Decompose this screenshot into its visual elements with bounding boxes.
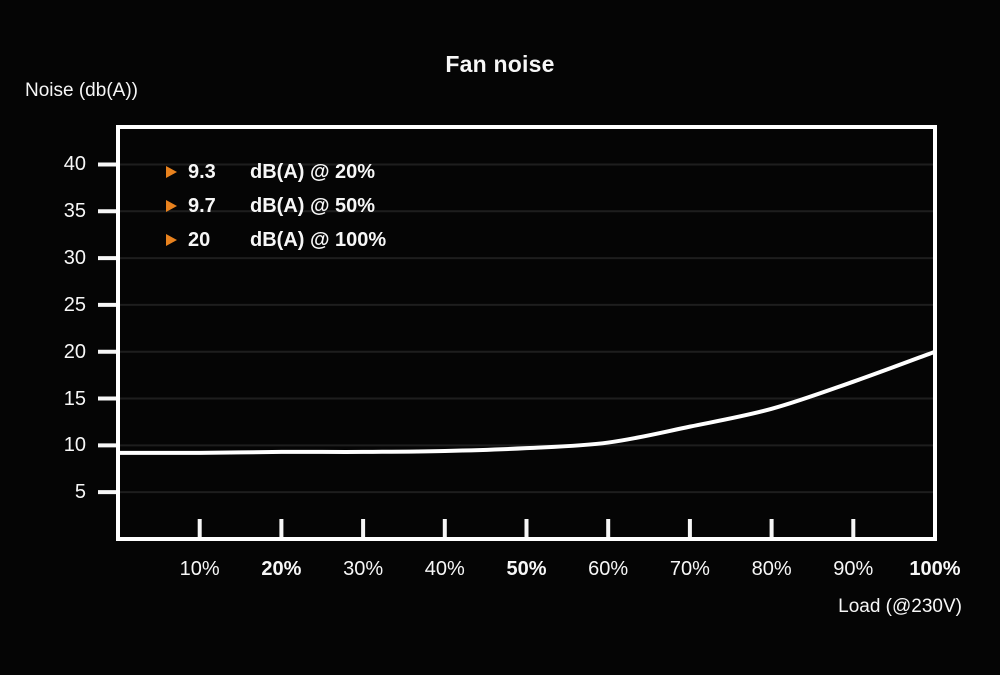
noise-curve (116, 349, 937, 455)
legend-value: 9.7 (188, 194, 216, 217)
x-tick-label: 30% (343, 558, 384, 580)
x-tick-label: 10% (179, 558, 220, 580)
legend: 9.3 dB(A) @ 20% 9.7 dB(A) @ 50% 20 dB(A)… (166, 160, 386, 262)
x-tick-label: 90% (833, 558, 874, 580)
y-tick-label: 25 (63, 293, 86, 316)
y-tick-label: 40 (63, 153, 86, 176)
legend-value: 20 (188, 228, 211, 251)
x-axis-title: Load (@230V) (838, 596, 962, 617)
legend-item: 9.3 dB(A) @ 20% (166, 160, 386, 184)
legend-value: 9.3 (188, 160, 216, 183)
x-tick-label: 60% (588, 558, 629, 580)
y-axis-title: Noise (db(A)) (25, 80, 138, 101)
y-tick-label: 20 (63, 340, 86, 363)
y-tick-label: 10 (63, 434, 86, 457)
x-tick-label: 70% (669, 558, 710, 580)
plot-border (116, 125, 937, 541)
x-tick-label: 40% (424, 558, 465, 580)
legend-text: dB(A) @ 50% (250, 194, 376, 217)
x-tick-label: 80% (751, 558, 792, 580)
y-tick-label: 15 (63, 387, 86, 410)
x-tick-label: 50% (506, 558, 547, 580)
legend-item: 9.7 dB(A) @ 50% (166, 194, 386, 218)
legend-text: dB(A) @ 100% (250, 228, 387, 251)
x-tick-label: 20% (261, 558, 302, 580)
legend-item: 20 dB(A) @ 100% (166, 228, 386, 252)
triangle-marker-icon (166, 200, 177, 212)
y-tick-label: 30 (63, 247, 86, 270)
triangle-marker-icon (166, 166, 177, 178)
triangle-marker-icon (166, 234, 177, 246)
y-tick-label: 35 (63, 200, 86, 223)
legend-text: dB(A) @ 20% (250, 160, 376, 183)
chart-title: Fan noise (445, 51, 555, 77)
x-tick-label: 100% (909, 558, 961, 580)
y-tick-label: 5 (74, 481, 86, 504)
